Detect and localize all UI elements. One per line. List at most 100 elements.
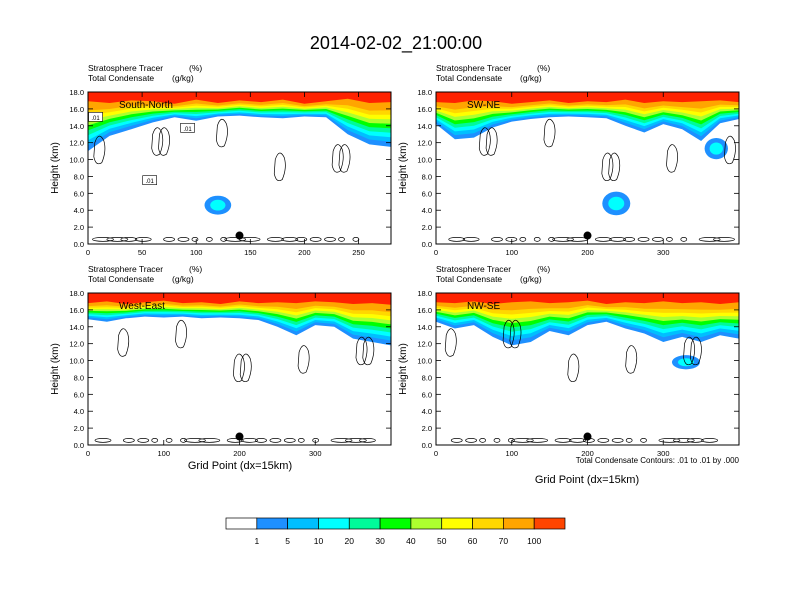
contour-upper [117, 328, 130, 357]
contour-low [180, 438, 187, 443]
contour-low [493, 438, 501, 443]
contour-low [462, 237, 480, 242]
contour-upper [151, 127, 164, 156]
contour-low [594, 237, 612, 242]
contour-field-label: Total Condensate [436, 73, 502, 83]
tracer-patch-core [210, 199, 226, 211]
plot-area [88, 92, 391, 244]
plot-area [436, 92, 739, 244]
y-tick-label: 12.0 [69, 340, 84, 349]
contour-low [226, 438, 244, 443]
contour-upper [444, 328, 457, 357]
contour-low [184, 438, 206, 443]
contour-low [224, 237, 247, 242]
location-marker [583, 231, 592, 240]
x-tick-label: 300 [309, 449, 322, 458]
contour-low [92, 237, 114, 242]
contour-low [701, 438, 718, 443]
contour-low [658, 438, 681, 443]
x-tick-label: 50 [138, 248, 146, 257]
condensate-contours [94, 319, 376, 443]
colorbar-swatch [348, 517, 381, 530]
condensate-contours [92, 118, 360, 242]
contour-upper [355, 336, 368, 366]
colorbar-level-label: 20 [345, 536, 355, 546]
colorbar-level-label: 100 [527, 536, 541, 546]
y-tick-label: 8.0 [422, 373, 432, 382]
y-tick-label: 18.0 [417, 88, 432, 97]
contour-field-unit: (g/kg) [520, 73, 542, 83]
colorbar-level-label: 60 [468, 536, 478, 546]
contour-low [205, 237, 213, 242]
y-tick-label: 2.0 [74, 424, 84, 433]
contour-low [533, 237, 541, 242]
colorbar-swatch [533, 517, 566, 530]
field-label: Stratosphere Tracer [436, 63, 511, 73]
y-tick-label: 12.0 [417, 340, 432, 349]
location-marker [583, 432, 592, 441]
contour-low [526, 438, 549, 443]
y-tick-label: 4.0 [74, 407, 84, 416]
contour-low [637, 237, 650, 242]
contour-low [281, 237, 299, 242]
y-tick-label: 4.0 [422, 206, 432, 215]
contour-low [312, 438, 320, 443]
panel-sw-ne: SW-NE Stratosphere Tracer (%) Total Condens… [398, 63, 740, 257]
contour-upper [478, 127, 491, 156]
field-unit: (%) [189, 264, 202, 274]
x-tick-label: 300 [657, 248, 670, 257]
colorbar-level-label: 70 [499, 536, 509, 546]
colorbar-swatch [256, 517, 288, 530]
contour-field-unit: (g/kg) [172, 274, 194, 284]
y-tick-label: 16.0 [69, 306, 84, 315]
y-tick-label: 14.0 [417, 323, 432, 332]
contour-low [597, 438, 610, 443]
y-tick-label: 0.0 [74, 240, 84, 249]
contour-low [297, 438, 305, 443]
contour-upper [175, 319, 187, 349]
footer-note: Total Condensate Contours: .01 to .01 by… [576, 456, 740, 465]
x-tick-label: 200 [581, 248, 594, 257]
plot-area [88, 293, 391, 445]
panel-south-north: South-North .01 .01 .01 Stratosphere Tracer (… [50, 63, 392, 257]
plot-frame [87, 91, 392, 245]
contour-upper [93, 135, 106, 165]
contour-low [554, 438, 572, 443]
x-tick-label: 100 [505, 449, 518, 458]
contour-low [552, 237, 574, 242]
y-tick-label: 10.0 [417, 357, 432, 366]
contour-low [609, 237, 627, 242]
contour-low [198, 438, 221, 443]
contour-low [345, 438, 367, 443]
contour-upper [683, 336, 696, 366]
y-tick-label: 6.0 [422, 189, 432, 198]
x-tick-label: 200 [298, 248, 311, 257]
contour-low [623, 237, 636, 242]
y-tick-label: 0.0 [422, 240, 432, 249]
colorbar-swatch [225, 517, 258, 530]
x-tick-label: 0 [434, 248, 438, 257]
y-tick-label: 14.0 [69, 122, 84, 131]
contour-field-unit: (g/kg) [520, 274, 542, 284]
x-tick-label: 300 [657, 449, 670, 458]
y-tick-label: 2.0 [422, 223, 432, 232]
contour-low [177, 237, 190, 242]
contour-low [94, 438, 112, 443]
y-axis-label: Height (km) [50, 142, 61, 194]
x-tick-label: 200 [581, 449, 594, 458]
contour-upper [689, 336, 702, 366]
contour-label: .01 [91, 116, 100, 122]
x-tick-label: 100 [505, 248, 518, 257]
y-tick-label: 18.0 [417, 289, 432, 298]
contour-upper [485, 127, 498, 156]
contour-upper [666, 144, 678, 173]
y-tick-label: 6.0 [74, 390, 84, 399]
y-tick-label: 14.0 [417, 122, 432, 131]
y-tick-label: 16.0 [69, 105, 84, 114]
x-tick-label: 100 [157, 449, 170, 458]
x-tick-label: 0 [86, 248, 90, 257]
panels: South-North .01 .01 .01 Stratosphere Tracer (… [50, 63, 740, 458]
colorbar-swatch [410, 517, 443, 530]
field-label: Stratosphere Tracer [436, 264, 511, 274]
